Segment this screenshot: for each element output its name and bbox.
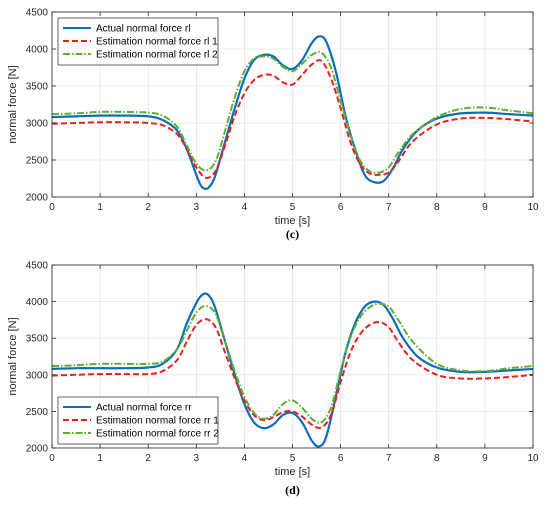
x-tick-labels-c: 0 1 2 3 4 5 6 7 8 9 10: [49, 12, 539, 213]
x-tick-label: 4: [242, 202, 248, 213]
x-tick-label: 1: [97, 202, 103, 213]
x-tick-label: 6: [338, 202, 344, 213]
y-tick-label: 2500: [26, 407, 49, 418]
y-tick-label: 3000: [26, 370, 49, 381]
y-axis-label-c: normal force [N]: [7, 65, 19, 143]
legend-c: Actual normal force rl Estimation normal …: [57, 17, 219, 66]
x-tick-label: 10: [527, 202, 539, 213]
y-tick-label: 2000: [26, 193, 49, 204]
series-line-c-3: [51, 50, 534, 174]
x-tick-label: 10: [527, 453, 539, 464]
x-axis-label-d: time [s]: [275, 466, 310, 478]
y-tick-label: 3500: [26, 334, 49, 345]
y-tick-label: 4500: [26, 261, 49, 272]
series-lines-c: [51, 35, 534, 190]
legend-entry: Estimation normal force rr 1: [96, 416, 219, 427]
x-tick-label: 7: [386, 453, 392, 464]
x-tick-label: 1: [97, 453, 103, 464]
x-tick-label: 0: [49, 453, 55, 464]
y-tick-label: 4000: [26, 45, 49, 56]
x-axis-label-c: time [s]: [275, 215, 310, 227]
y-tick-label: 3500: [26, 82, 49, 93]
y-tick-labels-d: 2000 2500 3000 3500 4000 4500: [26, 261, 533, 455]
legend-d: Actual normal force rr Estimation normal …: [57, 396, 219, 445]
x-tick-label: 3: [194, 202, 200, 213]
y-axis-label-d: normal force [N]: [7, 317, 19, 395]
y-tick-label: 2000: [26, 444, 49, 455]
x-tick-labels-d: 0 1 2 3 4 5 6 7 8 9 10: [49, 265, 539, 464]
x-tick-label: 6: [338, 453, 344, 464]
x-tick-label: 7: [386, 202, 392, 213]
x-tick-label: 5: [290, 202, 296, 213]
y-tick-label: 3000: [26, 119, 49, 130]
x-tick-label: 5: [290, 453, 296, 464]
x-tick-label: 9: [482, 453, 488, 464]
x-tick-label: 0: [49, 202, 55, 213]
x-tick-label: 8: [434, 202, 440, 213]
y-tick-labels-c: 2000 2500 3000 3500 4000 4500: [26, 8, 533, 204]
legend-entry: Actual normal force rl: [96, 24, 190, 35]
series-line-c-2: [51, 59, 534, 179]
legend-entry: Estimation normal force rl 2: [96, 50, 218, 61]
x-tick-label: 3: [194, 453, 200, 464]
legend-entry: Estimation normal force rr 2: [96, 429, 219, 440]
legend-entry: Estimation normal force rl 1: [96, 37, 218, 48]
panel-label-d: (d): [285, 483, 300, 497]
x-tick-label: 4: [242, 453, 248, 464]
x-tick-label: 2: [145, 202, 151, 213]
series-line-c-1: [51, 35, 534, 190]
y-tick-label: 2500: [26, 156, 49, 167]
x-tick-label: 2: [145, 453, 151, 464]
series-line-d-2: [51, 318, 534, 429]
chart-panel-c: 0 1 2 3 4 5 6 7 8 9 10 2000 2500 3000 3500 4000 4500 ti…: [7, 8, 539, 242]
chart-panel-d: 0 1 2 3 4 5 6 7 8 9 10 2000 2500 3000 3500 4000 4500 ti…: [7, 261, 539, 498]
panel-label-c: (c): [286, 227, 299, 241]
x-tick-label: 8: [434, 453, 440, 464]
y-tick-label: 4500: [26, 8, 49, 19]
legend-entry: Actual normal force rr: [96, 403, 192, 414]
series-line-d-3: [51, 302, 534, 424]
series-lines-d: [51, 292, 534, 448]
x-tick-label: 9: [482, 202, 488, 213]
y-tick-label: 4000: [26, 297, 49, 308]
